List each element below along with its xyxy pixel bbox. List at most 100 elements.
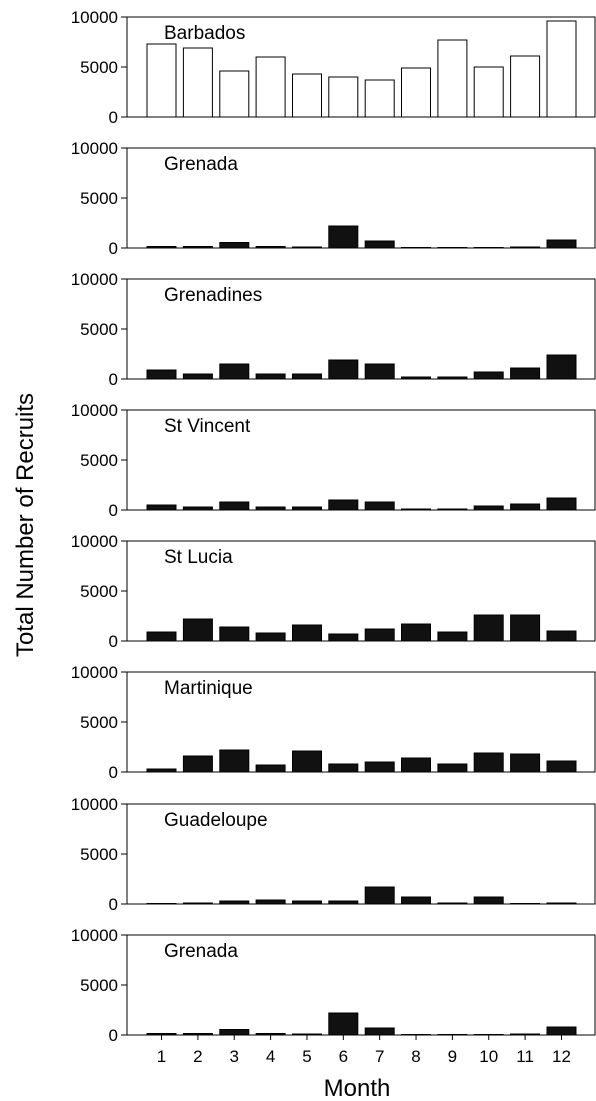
bar-6-5 <box>292 750 322 773</box>
y-tick-label: 10000 <box>71 401 118 420</box>
y-tick-label: 5000 <box>80 189 118 208</box>
bar-6-12 <box>546 760 577 773</box>
y-tick-label: 5000 <box>80 58 118 77</box>
bar-6-6 <box>328 763 359 773</box>
bar-2-7 <box>364 240 395 249</box>
bar-7-2 <box>182 902 213 905</box>
panel-1: 0 5000 10000 Barbados <box>71 8 596 127</box>
bar-4-9 <box>437 508 468 511</box>
bar-6-7 <box>364 761 395 773</box>
bar-3-6 <box>328 359 359 380</box>
bar-3-8 <box>401 376 431 380</box>
y-tick-label: 10000 <box>71 663 118 682</box>
bar-4-7 <box>364 501 395 511</box>
bar-6-10 <box>473 752 504 773</box>
bar-2-8 <box>401 247 431 249</box>
panel-7: 0 5000 10000 Guadeloupe <box>71 795 596 914</box>
x-tick-label: 8 <box>411 1047 420 1066</box>
bar-2-6 <box>328 225 359 249</box>
panel-5: 0 5000 10000 St Lucia <box>71 532 596 651</box>
bar-7-4 <box>255 899 286 905</box>
y-tick-label: 0 <box>109 370 118 389</box>
bar-8-3 <box>219 1029 250 1036</box>
panel-4: 0 5000 10000 St Vincent <box>71 401 596 520</box>
bar-1-6 <box>328 76 359 118</box>
bar-6-4 <box>255 764 286 773</box>
bar-8-12 <box>546 1026 577 1036</box>
bar-5-11 <box>510 614 541 642</box>
panel-title: Grenada <box>164 154 238 175</box>
x-tick-label: 9 <box>448 1047 457 1066</box>
bar-1-8 <box>401 67 431 118</box>
bar-7-10 <box>473 896 504 905</box>
bar-3-5 <box>292 373 322 380</box>
bar-5-5 <box>292 624 322 642</box>
bar-6-1 <box>146 768 177 773</box>
bar-1-10 <box>473 66 504 118</box>
y-tick-label: 10000 <box>71 926 118 945</box>
bar-1-9 <box>437 39 468 118</box>
y-tick-label: 10000 <box>71 270 118 289</box>
bar-3-10 <box>473 371 504 380</box>
bar-1-1 <box>146 43 177 118</box>
bar-3-7 <box>364 363 395 380</box>
bar-2-2 <box>182 246 213 249</box>
bar-6-8 <box>401 757 431 773</box>
bar-3-11 <box>510 367 541 380</box>
bar-6-11 <box>510 753 541 773</box>
x-tick-label: 6 <box>339 1047 348 1066</box>
bar-3-1 <box>146 369 177 380</box>
y-axis-title: Total Number of Recruits <box>12 393 39 657</box>
bar-8-5 <box>292 1033 322 1036</box>
bar-7-12 <box>546 902 577 905</box>
bar-8-2 <box>182 1033 213 1036</box>
bar-6-9 <box>437 763 468 773</box>
bar-2-12 <box>546 239 577 249</box>
bar-2-1 <box>146 246 177 249</box>
x-tick-label: 11 <box>516 1047 534 1066</box>
y-tick-label: 0 <box>109 1026 118 1045</box>
y-tick-label: 5000 <box>80 582 118 601</box>
bar-1-4 <box>255 56 286 118</box>
bar-5-4 <box>255 632 286 642</box>
y-tick-label: 5000 <box>80 320 118 339</box>
x-tick-label: 1 <box>157 1047 166 1066</box>
bar-4-10 <box>473 505 504 511</box>
bar-8-9 <box>437 1034 468 1036</box>
bar-7-7 <box>364 886 395 905</box>
bar-4-4 <box>255 506 286 511</box>
bar-5-9 <box>437 631 468 642</box>
panel-title: Barbados <box>164 23 245 44</box>
panel-title: Grenada <box>164 941 238 962</box>
x-tick-label: 2 <box>193 1047 202 1066</box>
bar-5-10 <box>473 614 504 642</box>
bar-4-8 <box>401 508 431 511</box>
y-tick-label: 5000 <box>80 845 118 864</box>
bar-5-3 <box>219 626 250 642</box>
bar-1-5 <box>292 73 322 118</box>
x-tick-label: 10 <box>479 1047 498 1066</box>
y-tick-label: 0 <box>109 895 118 914</box>
bar-8-1 <box>146 1033 177 1036</box>
panel-title: Martinique <box>164 678 253 699</box>
bar-4-5 <box>292 506 322 511</box>
bar-3-9 <box>437 376 468 380</box>
x-tick-label: 3 <box>230 1047 239 1066</box>
bar-7-6 <box>328 900 359 905</box>
bar-8-8 <box>401 1034 431 1036</box>
x-tick-label: 5 <box>302 1047 311 1066</box>
bar-4-12 <box>546 497 577 511</box>
bar-1-3 <box>219 70 250 118</box>
y-tick-label: 10000 <box>71 532 118 551</box>
bar-2-4 <box>255 246 286 249</box>
bar-7-9 <box>437 902 468 905</box>
bar-3-12 <box>546 354 577 380</box>
bar-5-12 <box>546 630 577 642</box>
y-tick-label: 0 <box>109 108 118 127</box>
bar-5-2 <box>182 618 213 642</box>
bar-4-3 <box>219 501 250 511</box>
bar-5-7 <box>364 628 395 642</box>
bar-5-8 <box>401 623 431 642</box>
